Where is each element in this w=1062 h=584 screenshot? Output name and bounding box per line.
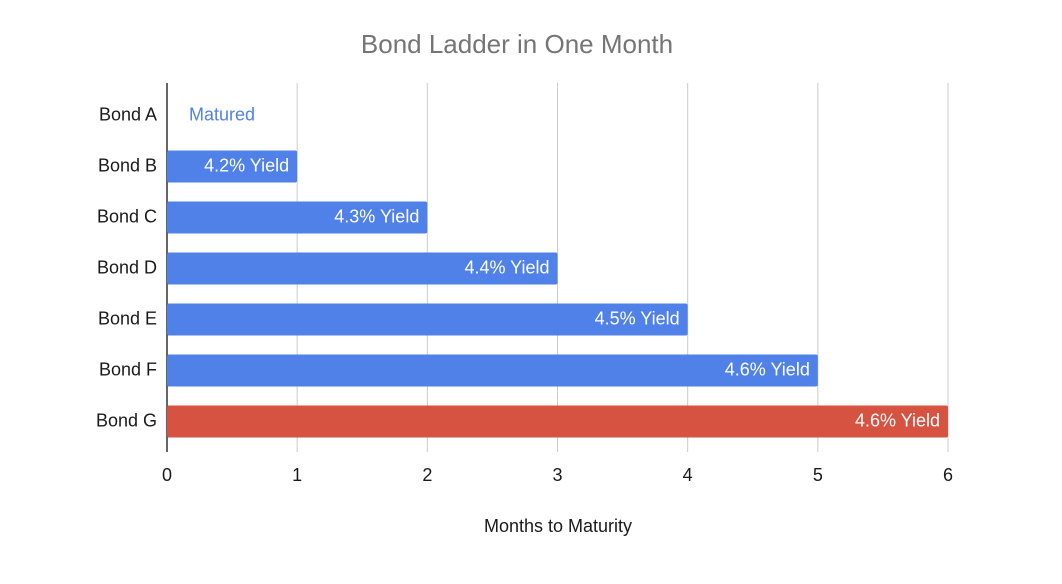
data-label: 4.6% Yield <box>725 359 810 379</box>
x-tick-label: 0 <box>162 465 172 485</box>
y-tick-label: Bond D <box>97 257 157 277</box>
x-tick-label: 5 <box>813 465 823 485</box>
x-tick-label: 1 <box>292 465 302 485</box>
y-tick-label: Bond F <box>99 359 157 379</box>
y-tick-label: Bond E <box>98 308 157 328</box>
y-tick-label: Bond A <box>99 104 157 124</box>
data-label: 4.5% Yield <box>595 308 680 328</box>
data-label: 4.6% Yield <box>855 410 940 430</box>
x-tick-label: 2 <box>422 465 432 485</box>
y-tick-label: Bond B <box>98 155 157 175</box>
data-label: Matured <box>189 104 255 124</box>
data-label: 4.4% Yield <box>464 257 549 277</box>
bar <box>167 150 298 183</box>
data-label: 4.2% Yield <box>204 155 289 175</box>
y-tick-label: Bond C <box>97 206 157 226</box>
chart-title: Bond Ladder in One Month <box>361 29 673 59</box>
bar <box>167 405 948 438</box>
bar <box>167 201 428 234</box>
x-axis-title: Months to Maturity <box>484 516 632 536</box>
bar <box>167 303 688 336</box>
data-label: 4.3% Yield <box>334 206 419 226</box>
x-tick-label: 6 <box>943 465 953 485</box>
bar <box>167 252 558 285</box>
x-tick-label: 3 <box>552 465 562 485</box>
bar <box>167 354 818 387</box>
y-tick-label: Bond G <box>96 410 157 430</box>
x-tick-label: 4 <box>683 465 693 485</box>
